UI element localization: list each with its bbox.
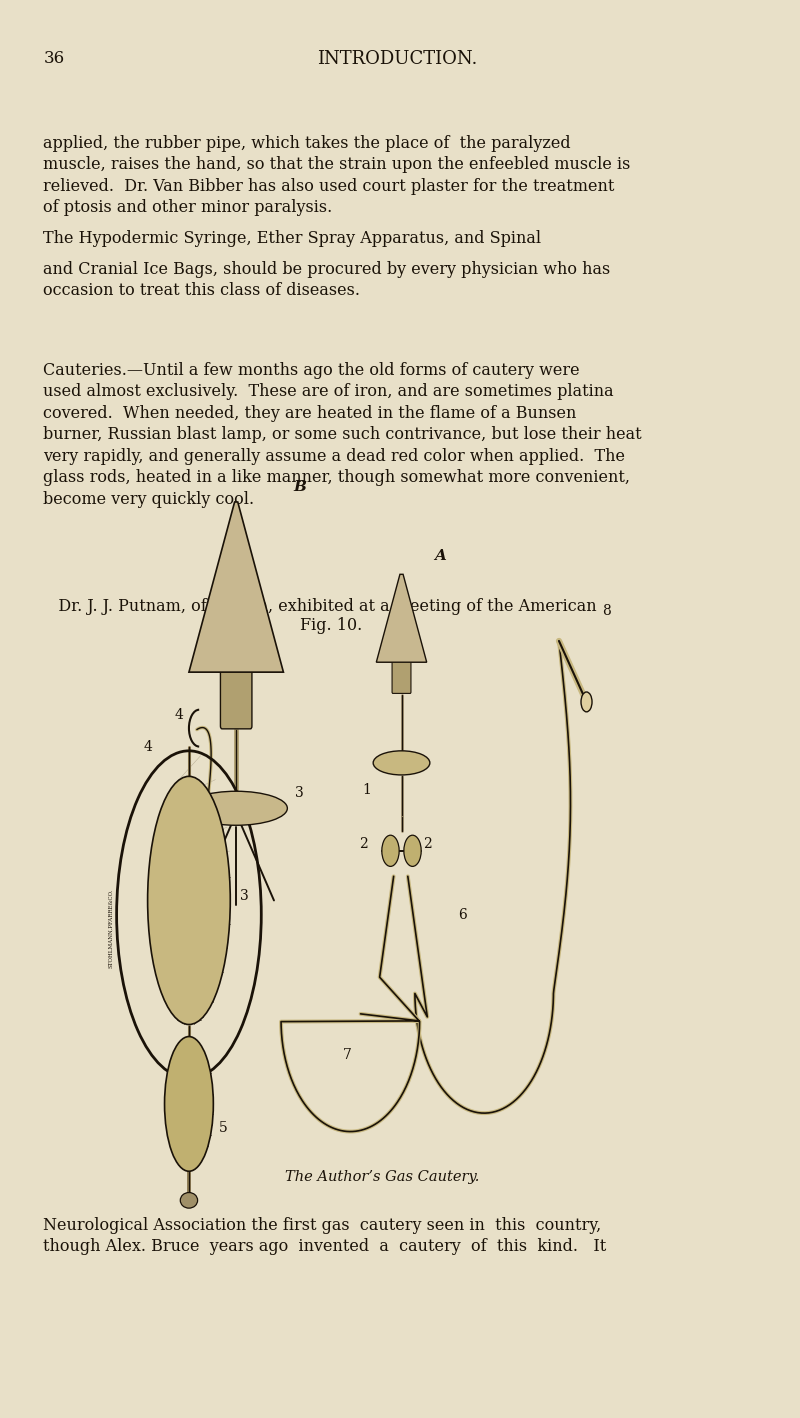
Text: 1: 1 — [362, 783, 371, 797]
Polygon shape — [189, 502, 283, 672]
Text: Fig. 10.: Fig. 10. — [299, 617, 362, 634]
Circle shape — [581, 692, 592, 712]
Text: 3: 3 — [295, 786, 304, 800]
Text: Dr. J. J. Putnam, of Boston, exhibited at a meeting of the American: Dr. J. J. Putnam, of Boston, exhibited a… — [43, 598, 597, 615]
Polygon shape — [376, 574, 426, 662]
Text: applied, the rubber pipe, which takes the place of  the paralyzed
muscle, raises: applied, the rubber pipe, which takes th… — [43, 135, 630, 217]
Text: 2: 2 — [359, 837, 368, 851]
Text: 36: 36 — [43, 50, 65, 67]
Text: 5: 5 — [219, 1122, 228, 1136]
Ellipse shape — [185, 791, 287, 825]
Text: STOHLMANN,PFARRE&CO.: STOHLMANN,PFARRE&CO. — [108, 889, 113, 968]
Circle shape — [404, 835, 421, 866]
Ellipse shape — [148, 777, 230, 1025]
FancyBboxPatch shape — [392, 661, 411, 693]
Text: A: A — [434, 549, 446, 563]
Text: The Author’s Gas Cautery.: The Author’s Gas Cautery. — [285, 1170, 479, 1184]
Text: STOHLMANN,
PFARRE & CO.: STOHLMANN, PFARRE & CO. — [183, 869, 194, 917]
Ellipse shape — [373, 752, 430, 774]
Text: 8: 8 — [602, 604, 611, 618]
FancyBboxPatch shape — [221, 669, 252, 729]
Ellipse shape — [165, 1037, 214, 1171]
Text: 6: 6 — [458, 908, 467, 922]
Text: Cauteries.—Until a few months ago the old forms of cautery were
used almost excl: Cauteries.—Until a few months ago the ol… — [43, 362, 642, 508]
Text: INTRODUCTION.: INTRODUCTION. — [318, 50, 478, 68]
Text: The Hypodermic Syringe, Ether Spray Apparatus, and Spinal: The Hypodermic Syringe, Ether Spray Appa… — [43, 230, 542, 247]
Text: B: B — [293, 479, 306, 493]
Circle shape — [382, 835, 399, 866]
Ellipse shape — [180, 1193, 198, 1208]
Text: 4: 4 — [174, 708, 184, 722]
Text: and Cranial Ice Bags, should be procured by every physician who has
occasion to : and Cranial Ice Bags, should be procured… — [43, 261, 610, 299]
Text: Neurological Association the first gas  cautery seen in  this  country,
though A: Neurological Association the first gas c… — [43, 1217, 606, 1255]
Text: 7: 7 — [342, 1048, 351, 1062]
Text: 2: 2 — [423, 837, 432, 851]
Text: 4: 4 — [143, 740, 152, 754]
Text: 3: 3 — [240, 889, 249, 903]
